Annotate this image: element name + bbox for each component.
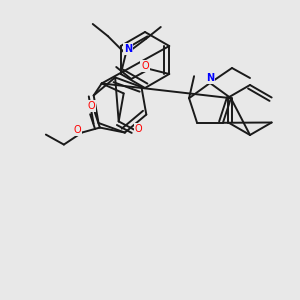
Text: O: O (73, 124, 81, 135)
Text: N: N (124, 44, 132, 54)
Text: O: O (141, 61, 149, 71)
Text: N: N (206, 73, 214, 83)
Text: O: O (87, 100, 95, 111)
Text: O: O (135, 124, 142, 134)
